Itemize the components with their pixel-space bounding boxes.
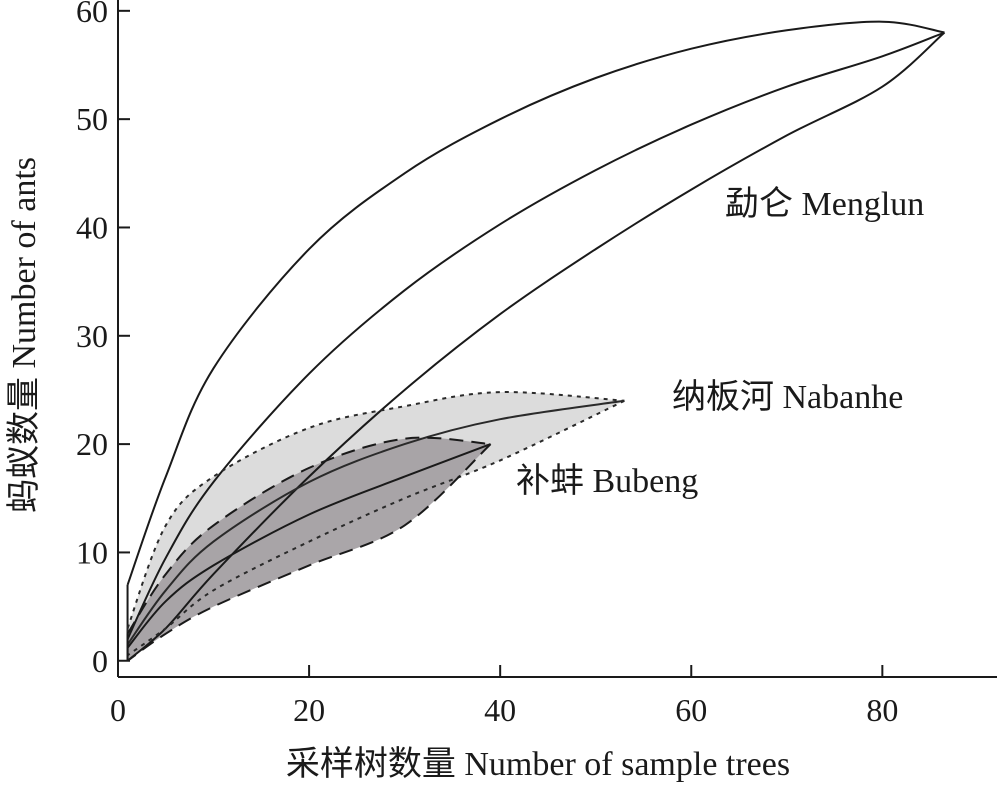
mean-line-bubeng — [126, 443, 491, 649]
axis-ticks: 0 20 40 60 80 0 10 20 30 40 50 60 — [76, 0, 898, 728]
mean-line-menglun — [126, 31, 945, 640]
series-lines — [126, 20, 946, 662]
lower-bound-line-menglun — [126, 31, 946, 662]
x-tick-label: 40 — [484, 692, 516, 728]
series-label-nabanhe: 纳板河 Nabanhe — [672, 378, 903, 416]
band-fill-bubeng — [127, 437, 491, 661]
y-axis-label: 蚂蚁数量 Number of ants — [5, 157, 43, 513]
y-tick-label: 10 — [76, 534, 108, 570]
mean-line-nabanhe — [126, 399, 625, 646]
band-fill-nabanhe — [127, 392, 625, 656]
series-label-menglun: 勐仑 Menglun — [725, 185, 924, 223]
series-label-bubeng: 补蚌 Bubeng — [516, 462, 698, 500]
lower-bound-line-bubeng — [127, 443, 492, 662]
y-tick-label: 40 — [76, 209, 108, 245]
y-tick-label: 30 — [76, 318, 108, 354]
x-tick-label: 20 — [293, 692, 325, 728]
x-axis-label: 采样树数量 Number of sample trees — [286, 745, 790, 783]
lower-bound-line-nabanhe — [127, 399, 625, 657]
upper-bound-line-bubeng — [126, 436, 491, 635]
y-tick-label: 60 — [76, 0, 108, 29]
upper-bound-line-nabanhe — [126, 391, 625, 629]
y-tick-label: 0 — [92, 643, 108, 679]
x-tick-label: 0 — [110, 692, 126, 728]
y-tick-label: 20 — [76, 426, 108, 462]
y-tick-label: 50 — [76, 101, 108, 137]
x-tick-label: 80 — [866, 692, 898, 728]
axes — [117, 0, 997, 678]
x-tick-label: 60 — [675, 692, 707, 728]
upper-bound-line-menglun — [126, 20, 945, 586]
confidence-bands — [127, 392, 625, 661]
